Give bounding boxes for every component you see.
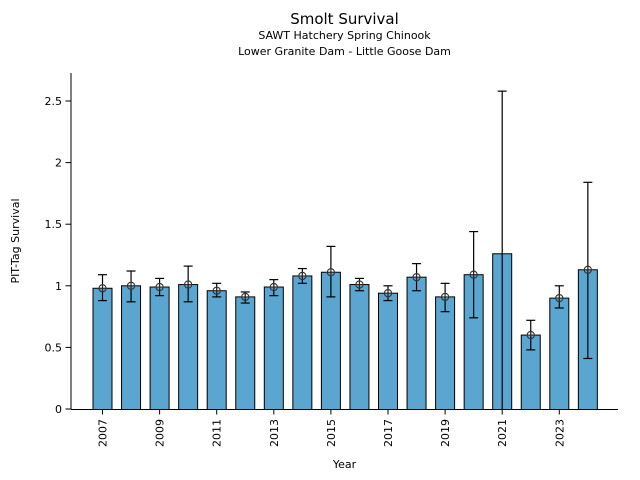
marker-circle-2015 — [326, 268, 336, 277]
x-tick-label-2019: 2019 — [439, 419, 452, 447]
bar-2019 — [435, 296, 456, 410]
marker-circle-2014 — [298, 271, 307, 281]
marker-circle-2020 — [469, 270, 478, 279]
bar-2009 — [149, 286, 170, 411]
chart-subtitle-1: SAWT Hatchery Spring Chinook — [258, 29, 431, 42]
x-tick-label-2009: 2009 — [154, 419, 167, 447]
marker-circle-2019 — [440, 292, 450, 302]
marker-circle-2017 — [383, 289, 393, 298]
bar-2013 — [263, 286, 284, 411]
chart-title: Smolt Survival — [290, 10, 399, 28]
bar-2014 — [292, 275, 313, 410]
bar-2010 — [178, 284, 199, 410]
y-tick-label-0: 0 — [55, 403, 62, 416]
y-tick-label-2.5: 2.5 — [45, 95, 63, 108]
bar-2018 — [406, 276, 427, 410]
marker-circle-2010 — [183, 280, 193, 289]
bar-2023 — [549, 297, 570, 410]
x-tick-label-2007: 2007 — [97, 419, 110, 447]
x-tick-label-2023: 2023 — [553, 419, 566, 447]
bar-2008 — [121, 285, 142, 410]
marker-circle-2012 — [241, 292, 250, 302]
bar-2017 — [378, 292, 398, 410]
x-tick-label-2017: 2017 — [382, 419, 395, 447]
y-tick-label-1: 1 — [55, 280, 62, 293]
marker-circle-2022 — [526, 330, 535, 340]
x-tick-label-2021: 2021 — [496, 419, 509, 447]
marker-circle-2018 — [412, 273, 421, 282]
marker-circle-2011 — [212, 286, 221, 295]
bar-2007 — [92, 287, 113, 411]
marker-circle-2008 — [126, 281, 136, 290]
y-tick-label-1.5: 1.5 — [45, 218, 63, 231]
x-axis-label: Year — [332, 458, 357, 471]
x-tick-label-2013: 2013 — [268, 419, 281, 447]
marker-circle-2023 — [555, 293, 564, 303]
marker-circle-2009 — [155, 282, 164, 292]
bar-2016 — [349, 284, 370, 410]
marker-circle-2024 — [583, 265, 592, 274]
chart-subtitle-2: Lower Granite Dam - Little Goose Dam — [238, 45, 451, 58]
bar-2012 — [235, 296, 256, 410]
x-tick-label-2015: 2015 — [325, 419, 338, 447]
y-tick-label-2: 2 — [55, 157, 62, 170]
x-tick-label-2011: 2011 — [211, 419, 224, 447]
marker-circle-2007 — [98, 284, 107, 293]
y-axis-label: PIT-Tag Survival — [9, 198, 22, 284]
y-tick-label-0.5: 0.5 — [45, 341, 63, 354]
marker-circle-2016 — [355, 280, 364, 289]
bar-2011 — [206, 290, 227, 410]
marker-circle-2013 — [269, 282, 278, 292]
